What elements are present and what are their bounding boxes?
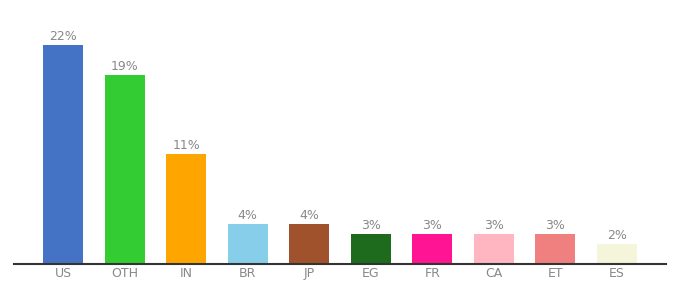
Text: 3%: 3% bbox=[483, 219, 504, 232]
Text: 4%: 4% bbox=[299, 209, 319, 222]
Text: 2%: 2% bbox=[607, 229, 627, 242]
Text: 22%: 22% bbox=[50, 30, 77, 43]
Bar bbox=[535, 234, 575, 264]
Bar bbox=[228, 224, 268, 264]
Bar bbox=[289, 224, 329, 264]
Bar bbox=[412, 234, 452, 264]
Text: 4%: 4% bbox=[238, 209, 258, 222]
Text: 3%: 3% bbox=[545, 219, 565, 232]
Bar bbox=[167, 154, 206, 264]
Text: 3%: 3% bbox=[422, 219, 442, 232]
Bar bbox=[597, 244, 636, 264]
Bar bbox=[44, 45, 83, 264]
Bar bbox=[351, 234, 391, 264]
Bar bbox=[105, 75, 145, 264]
Bar bbox=[474, 234, 513, 264]
Text: 19%: 19% bbox=[111, 60, 139, 73]
Text: 11%: 11% bbox=[173, 140, 200, 152]
Text: 3%: 3% bbox=[361, 219, 381, 232]
